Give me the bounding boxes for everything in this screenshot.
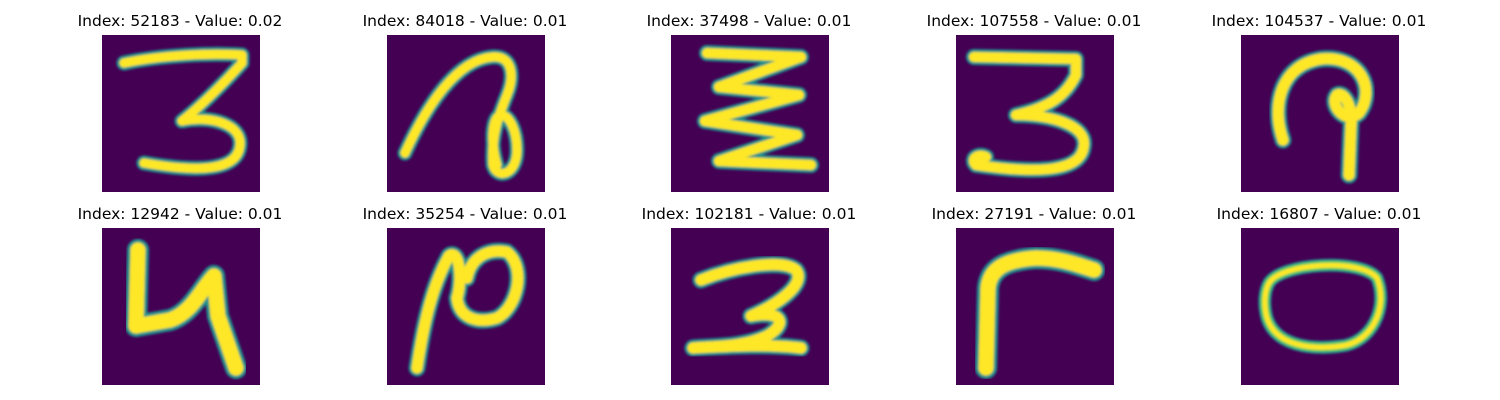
panel-1: Index: 52183 - Value: 0.02 xyxy=(78,12,282,196)
panel-title: Index: 104537 - Value: 0.01 xyxy=(1211,12,1427,30)
digit-3-icon xyxy=(102,35,260,192)
panel-3: Index: 37498 - Value: 0.01 xyxy=(647,12,851,196)
digit-0-icon xyxy=(1241,228,1399,385)
hook-stroke-icon xyxy=(1241,35,1399,192)
digit-7-icon xyxy=(956,228,1114,385)
panel-10: Index: 16807 - Value: 0.01 xyxy=(1217,205,1421,389)
panel-title: Index: 102181 - Value: 0.01 xyxy=(641,205,857,223)
digit-3-icon xyxy=(956,35,1114,192)
panel-title: Index: 52183 - Value: 0.02 xyxy=(77,12,283,30)
n-stroke-icon xyxy=(387,228,545,385)
panel-8: Index: 102181 - Value: 0.01 xyxy=(642,205,856,389)
loop-stroke-icon xyxy=(387,35,545,192)
panel-7: Index: 35254 - Value: 0.01 xyxy=(363,205,567,389)
panel-title: Index: 35254 - Value: 0.01 xyxy=(362,205,568,223)
panel-5: Index: 104537 - Value: 0.01 xyxy=(1212,12,1426,196)
panel-9: Index: 27191 - Value: 0.01 xyxy=(932,205,1136,389)
panel-title: Index: 16807 - Value: 0.01 xyxy=(1216,205,1422,223)
panel-title: Index: 12942 - Value: 0.01 xyxy=(77,205,283,223)
digit-2-icon xyxy=(671,228,829,385)
panel-4: Index: 107558 - Value: 0.01 xyxy=(927,12,1141,196)
panel-2: Index: 84018 - Value: 0.01 xyxy=(363,12,567,196)
panel-title: Index: 27191 - Value: 0.01 xyxy=(931,205,1137,223)
panel-title: Index: 37498 - Value: 0.01 xyxy=(646,12,852,30)
digit-4-icon xyxy=(102,228,260,385)
panel-title: Index: 107558 - Value: 0.01 xyxy=(926,12,1142,30)
panel-title: Index: 84018 - Value: 0.01 xyxy=(362,12,568,30)
zigzag-stroke-icon xyxy=(671,35,829,192)
panel-6: Index: 12942 - Value: 0.01 xyxy=(78,205,282,389)
